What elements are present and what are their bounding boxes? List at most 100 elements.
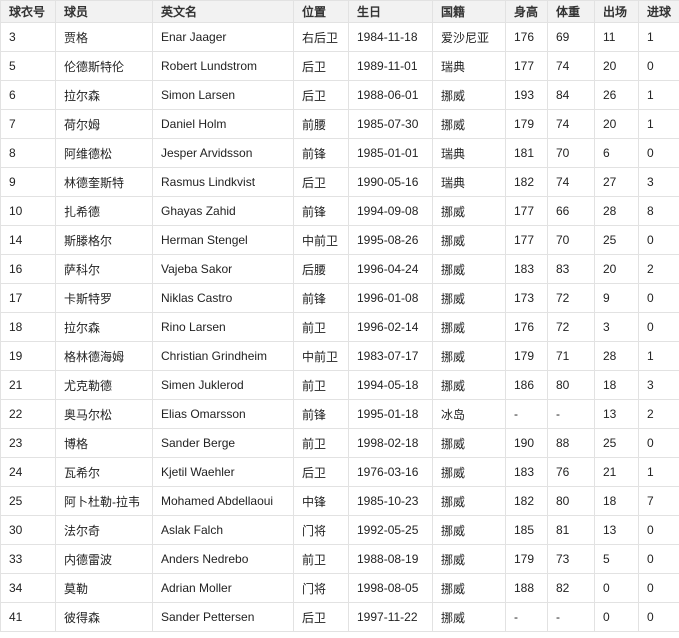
table-cell: 后卫 <box>293 602 349 632</box>
table-cell: Ghayas Zahid <box>152 196 294 226</box>
table-cell: 177 <box>505 225 548 255</box>
table-cell: Adrian Moller <box>152 573 294 603</box>
table-cell: 挪威 <box>432 544 506 574</box>
table-cell: Enar Jaager <box>152 22 294 52</box>
table-cell: 2 <box>638 254 679 284</box>
header-cell: 身高 <box>505 0 548 23</box>
table-row: 23 博格 Sander Berge 前卫 1998-02-18 挪威 190 88 25 0 <box>0 428 679 458</box>
table-cell: 前锋 <box>293 399 349 429</box>
table-cell: 林德奎斯特 <box>55 167 153 197</box>
table-cell: - <box>547 399 595 429</box>
table-cell: 内德雷波 <box>55 544 153 574</box>
table-cell: 瑞典 <box>432 167 506 197</box>
header-cell: 球衣号 <box>0 0 56 23</box>
table-cell: 格林德海姆 <box>55 341 153 371</box>
table-cell: Niklas Castro <box>152 283 294 313</box>
table-cell: 1985-07-30 <box>348 109 433 139</box>
table-cell: 0 <box>594 602 639 632</box>
table-cell: 前锋 <box>293 283 349 313</box>
table-cell: 1976-03-16 <box>348 457 433 487</box>
table-cell: 后卫 <box>293 167 349 197</box>
table-cell: 1 <box>638 457 679 487</box>
table-cell: 前锋 <box>293 138 349 168</box>
table-body: 3 贾格 Enar Jaager 右后卫 1984-11-18 爱沙尼亚 176 69 11 1 5… <box>0 22 679 632</box>
table-cell: 3 <box>0 22 56 52</box>
table-cell: 20 <box>594 109 639 139</box>
table-cell: 6 <box>594 138 639 168</box>
header-cell: 球员 <box>55 0 153 23</box>
header-cell: 生日 <box>348 0 433 23</box>
table-cell: 182 <box>505 486 548 516</box>
table-cell: 前卫 <box>293 370 349 400</box>
table-cell: 1998-08-05 <box>348 573 433 603</box>
table-cell: 80 <box>547 370 595 400</box>
table-cell: 1996-02-14 <box>348 312 433 342</box>
table-cell: 176 <box>505 312 548 342</box>
table-row: 7 荷尔姆 Daniel Holm 前腰 1985-07-30 挪威 179 74 20 1 <box>0 109 679 139</box>
table-cell: 8 <box>0 138 56 168</box>
table-cell: Rasmus Lindkvist <box>152 167 294 197</box>
table-cell: 1983-07-17 <box>348 341 433 371</box>
table-cell: 8 <box>638 196 679 226</box>
header-cell: 位置 <box>293 0 349 23</box>
table-cell: 26 <box>594 80 639 110</box>
table-cell: 0 <box>638 428 679 458</box>
table-cell: 1985-01-01 <box>348 138 433 168</box>
table-cell: 30 <box>0 515 56 545</box>
table-cell: 25 <box>594 428 639 458</box>
table-cell: 80 <box>547 486 595 516</box>
table-cell: 20 <box>594 254 639 284</box>
table-cell: 182 <box>505 167 548 197</box>
table-row: 17 卡斯特罗 Niklas Castro 前锋 1996-01-08 挪威 173 72 9 0 <box>0 283 679 313</box>
table-cell: 17 <box>0 283 56 313</box>
table-cell: 21 <box>0 370 56 400</box>
table-cell: 10 <box>0 196 56 226</box>
table-cell: 1995-08-26 <box>348 225 433 255</box>
table-cell: 门将 <box>293 573 349 603</box>
table-cell: 1990-05-16 <box>348 167 433 197</box>
table-cell: 1989-11-01 <box>348 51 433 81</box>
table-cell: 179 <box>505 544 548 574</box>
table-cell: 1 <box>638 109 679 139</box>
table-cell: 伦德斯特伦 <box>55 51 153 81</box>
table-cell: 斯滕格尔 <box>55 225 153 255</box>
table-cell: Vajeba Sakor <box>152 254 294 284</box>
table-cell: Herman Stengel <box>152 225 294 255</box>
table-cell: 3 <box>594 312 639 342</box>
table-cell: 瑞典 <box>432 51 506 81</box>
table-cell: 1984-11-18 <box>348 22 433 52</box>
table-cell: 1996-04-24 <box>348 254 433 284</box>
table-cell: 1994-09-08 <box>348 196 433 226</box>
table-cell: 3 <box>638 167 679 197</box>
table-cell: 177 <box>505 51 548 81</box>
table-cell: 19 <box>0 341 56 371</box>
table-cell: 0 <box>638 573 679 603</box>
table-cell: 70 <box>547 225 595 255</box>
table-cell: 挪威 <box>432 196 506 226</box>
table-cell: 7 <box>0 109 56 139</box>
table-row: 34 莫勒 Adrian Moller 门将 1998-08-05 挪威 188 82 0 0 <box>0 573 679 603</box>
table-cell: 后卫 <box>293 457 349 487</box>
table-cell: 70 <box>547 138 595 168</box>
table-cell: 阿卜杜勒-拉韦 <box>55 486 153 516</box>
table-cell: 179 <box>505 109 548 139</box>
table-cell: 22 <box>0 399 56 429</box>
table-cell: - <box>505 602 548 632</box>
table-cell: 7 <box>638 486 679 516</box>
table-cell: 173 <box>505 283 548 313</box>
table-cell: - <box>547 602 595 632</box>
table-cell: 阿维德松 <box>55 138 153 168</box>
table-cell: 挪威 <box>432 109 506 139</box>
table-cell: Daniel Holm <box>152 109 294 139</box>
table-cell: 前卫 <box>293 312 349 342</box>
table-cell: 奥马尔松 <box>55 399 153 429</box>
table-cell: 188 <box>505 573 548 603</box>
table-cell: 20 <box>594 51 639 81</box>
table-cell: 74 <box>547 167 595 197</box>
table-cell: 1994-05-18 <box>348 370 433 400</box>
table-cell: 后卫 <box>293 80 349 110</box>
table-cell: 0 <box>638 225 679 255</box>
table-row: 6 拉尔森 Simon Larsen 后卫 1988-06-01 挪威 193 84 26 1 <box>0 80 679 110</box>
